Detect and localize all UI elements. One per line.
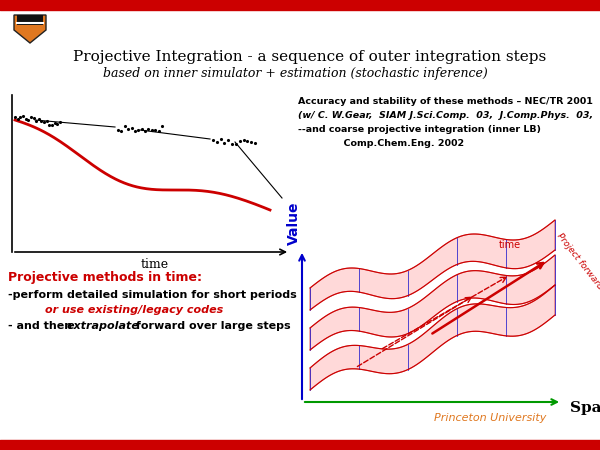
Text: (w/ C. W.Gear,  SIAM J.Sci.Comp.  03,  J.Comp.Phys.  03,: (w/ C. W.Gear, SIAM J.Sci.Comp. 03, J.Co… <box>298 112 593 121</box>
Text: forward over large steps: forward over large steps <box>132 321 290 331</box>
Text: Space: Space <box>570 401 600 415</box>
Polygon shape <box>17 15 43 25</box>
Text: based on inner simulator + estimation (stochastic inference): based on inner simulator + estimation (s… <box>103 68 487 81</box>
Text: extrapolate: extrapolate <box>67 321 140 331</box>
Text: Projective Integration - a sequence of outer integration steps: Projective Integration - a sequence of o… <box>73 50 547 64</box>
Text: Princeton University: Princeton University <box>434 413 546 423</box>
Text: time: time <box>141 257 169 270</box>
Text: Accuracy and stability of these methods – NEC/TR 2001: Accuracy and stability of these methods … <box>298 98 593 107</box>
Text: Comp.Chem.Eng. 2002: Comp.Chem.Eng. 2002 <box>298 140 464 148</box>
Polygon shape <box>310 285 555 390</box>
Text: -perform detailed simulation for short periods: -perform detailed simulation for short p… <box>8 290 297 300</box>
Polygon shape <box>14 15 46 43</box>
Text: or use existing/legacy codes: or use existing/legacy codes <box>45 305 223 315</box>
Text: --and coarse projective integration (inner LB): --and coarse projective integration (inn… <box>298 126 541 135</box>
Text: Value: Value <box>287 202 301 245</box>
Polygon shape <box>310 220 555 310</box>
Polygon shape <box>310 255 555 350</box>
Text: Project forward in time: Project forward in time <box>555 232 600 318</box>
Text: time: time <box>499 240 521 250</box>
Text: Projective methods in time:: Projective methods in time: <box>8 271 202 284</box>
Text: - and then: - and then <box>8 321 76 331</box>
